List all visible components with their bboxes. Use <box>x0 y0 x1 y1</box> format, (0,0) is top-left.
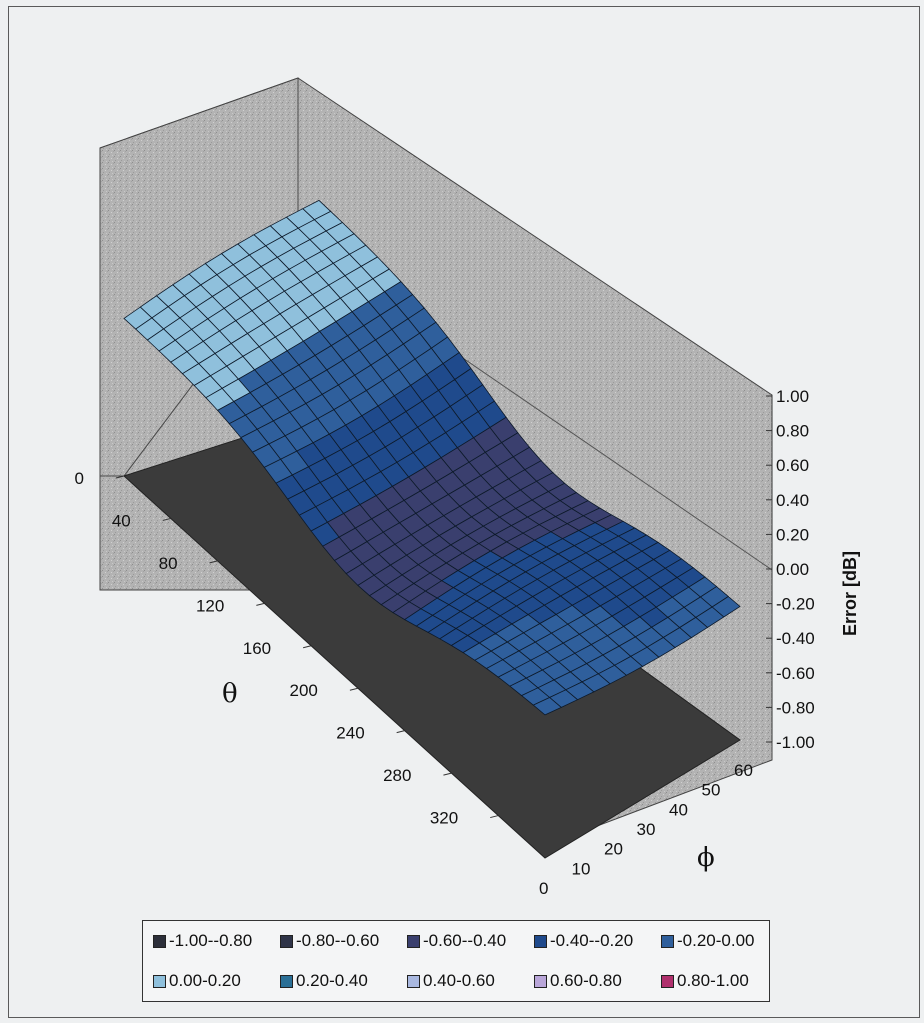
z-tick-label: -0.60 <box>776 664 815 683</box>
z-tick-label: 0.60 <box>776 456 809 475</box>
theta-tick-label: 40 <box>112 511 131 530</box>
phi-tick-label: 30 <box>637 820 656 839</box>
legend-label: 0.00-0.20 <box>169 971 241 990</box>
theta-axis: 0 40 80 120 160 200 240 280 320 <box>75 469 499 828</box>
surface-cell <box>532 697 563 716</box>
legend-label: -0.60--0.40 <box>423 931 507 950</box>
legend-item: -1.00--0.80 <box>153 931 252 951</box>
z-tick-label: 0.40 <box>776 491 809 510</box>
theta-tick-label: 120 <box>196 596 224 615</box>
theta-tick-label: 240 <box>336 724 364 743</box>
legend-label: 0.80-1.00 <box>677 971 749 990</box>
legend-swatch <box>534 974 547 988</box>
legend-label: -0.80--0.60 <box>296 931 380 950</box>
theta-tick-mark <box>349 687 359 691</box>
legend-label: -0.40--0.20 <box>550 931 634 950</box>
theta-tick-label: 0 <box>75 469 84 488</box>
theta-tick-mark <box>256 602 265 606</box>
theta-tick-mark <box>115 475 125 479</box>
legend-item: 0.80-1.00 <box>661 971 749 991</box>
legend-label: 0.60-0.80 <box>550 971 622 990</box>
legend-swatch <box>661 934 674 948</box>
phi-axis: 0 10 20 30 40 50 60 <box>539 761 753 898</box>
theta-tick-mark <box>490 815 499 819</box>
legend-swatch <box>280 974 293 988</box>
theta-tick-mark <box>162 517 171 521</box>
legend-item: -0.20-0.00 <box>661 931 755 951</box>
theta-tick-label: 200 <box>290 681 318 700</box>
z-axis: 1.00 0.80 0.60 0.40 0.20 0.00 -0.20 -0.40 -0.60 -… <box>766 387 815 752</box>
legend-item: 0.40-0.60 <box>407 971 495 991</box>
surface-mesh <box>123 199 741 716</box>
legend-swatch <box>153 974 166 988</box>
theta-tick-label: 160 <box>243 639 271 658</box>
chart-frame <box>8 6 920 1018</box>
phi-tick-label: 60 <box>734 761 753 780</box>
phi-tick-label: 50 <box>702 781 721 800</box>
z-tick-label: 0.80 <box>776 422 809 441</box>
legend-item: -0.80--0.60 <box>280 931 379 951</box>
legend-label: 0.40-0.60 <box>423 971 495 990</box>
z-tick-label: -0.80 <box>776 698 815 717</box>
legend-label: -1.00--0.80 <box>169 931 253 950</box>
legend-item: 0.20-0.40 <box>280 971 368 991</box>
theta-axis-title: θ <box>222 679 238 709</box>
legend-swatch <box>661 974 674 988</box>
legend-item: 0.00-0.20 <box>153 971 241 991</box>
phi-axis-title: ϕ <box>697 843 715 873</box>
z-axis-title: Error [dB] <box>840 551 860 636</box>
legend-label: -0.20-0.00 <box>677 931 755 950</box>
theta-tick-label: 80 <box>159 554 178 573</box>
z-tick-label: -0.40 <box>776 629 815 648</box>
z-tick-label: 0.00 <box>776 560 809 579</box>
theta-tick-mark <box>209 560 218 564</box>
phi-tick-label: 20 <box>604 840 623 859</box>
z-tick-label: -1.00 <box>776 733 815 752</box>
z-tick-label: 1.00 <box>776 387 809 406</box>
theta-tick-label: 280 <box>383 766 411 785</box>
phi-tick-label: 10 <box>572 859 591 878</box>
legend-item: 0.60-0.80 <box>534 971 622 991</box>
legend-swatch <box>534 934 547 948</box>
phi-tick-label: 0 <box>539 879 548 898</box>
z-tick-label: -0.20 <box>776 595 815 614</box>
legend: -1.00--0.80 -0.80--0.60 -0.60--0.40 -0.40--… <box>142 920 770 1002</box>
theta-tick-mark <box>443 772 452 776</box>
legend-swatch <box>280 934 293 948</box>
theta-tick-mark <box>396 730 405 734</box>
theta-tick-mark <box>302 645 312 649</box>
theta-tick-label: 320 <box>430 809 458 828</box>
legend-swatch <box>407 974 420 988</box>
legend-swatch <box>153 934 166 948</box>
legend-label: 0.20-0.40 <box>296 971 368 990</box>
legend-item: -0.60--0.40 <box>407 931 506 951</box>
phi-tick-label: 40 <box>669 800 688 819</box>
z-tick-label: 0.20 <box>776 525 809 544</box>
legend-swatch <box>407 934 420 948</box>
legend-item: -0.40--0.20 <box>534 931 633 951</box>
